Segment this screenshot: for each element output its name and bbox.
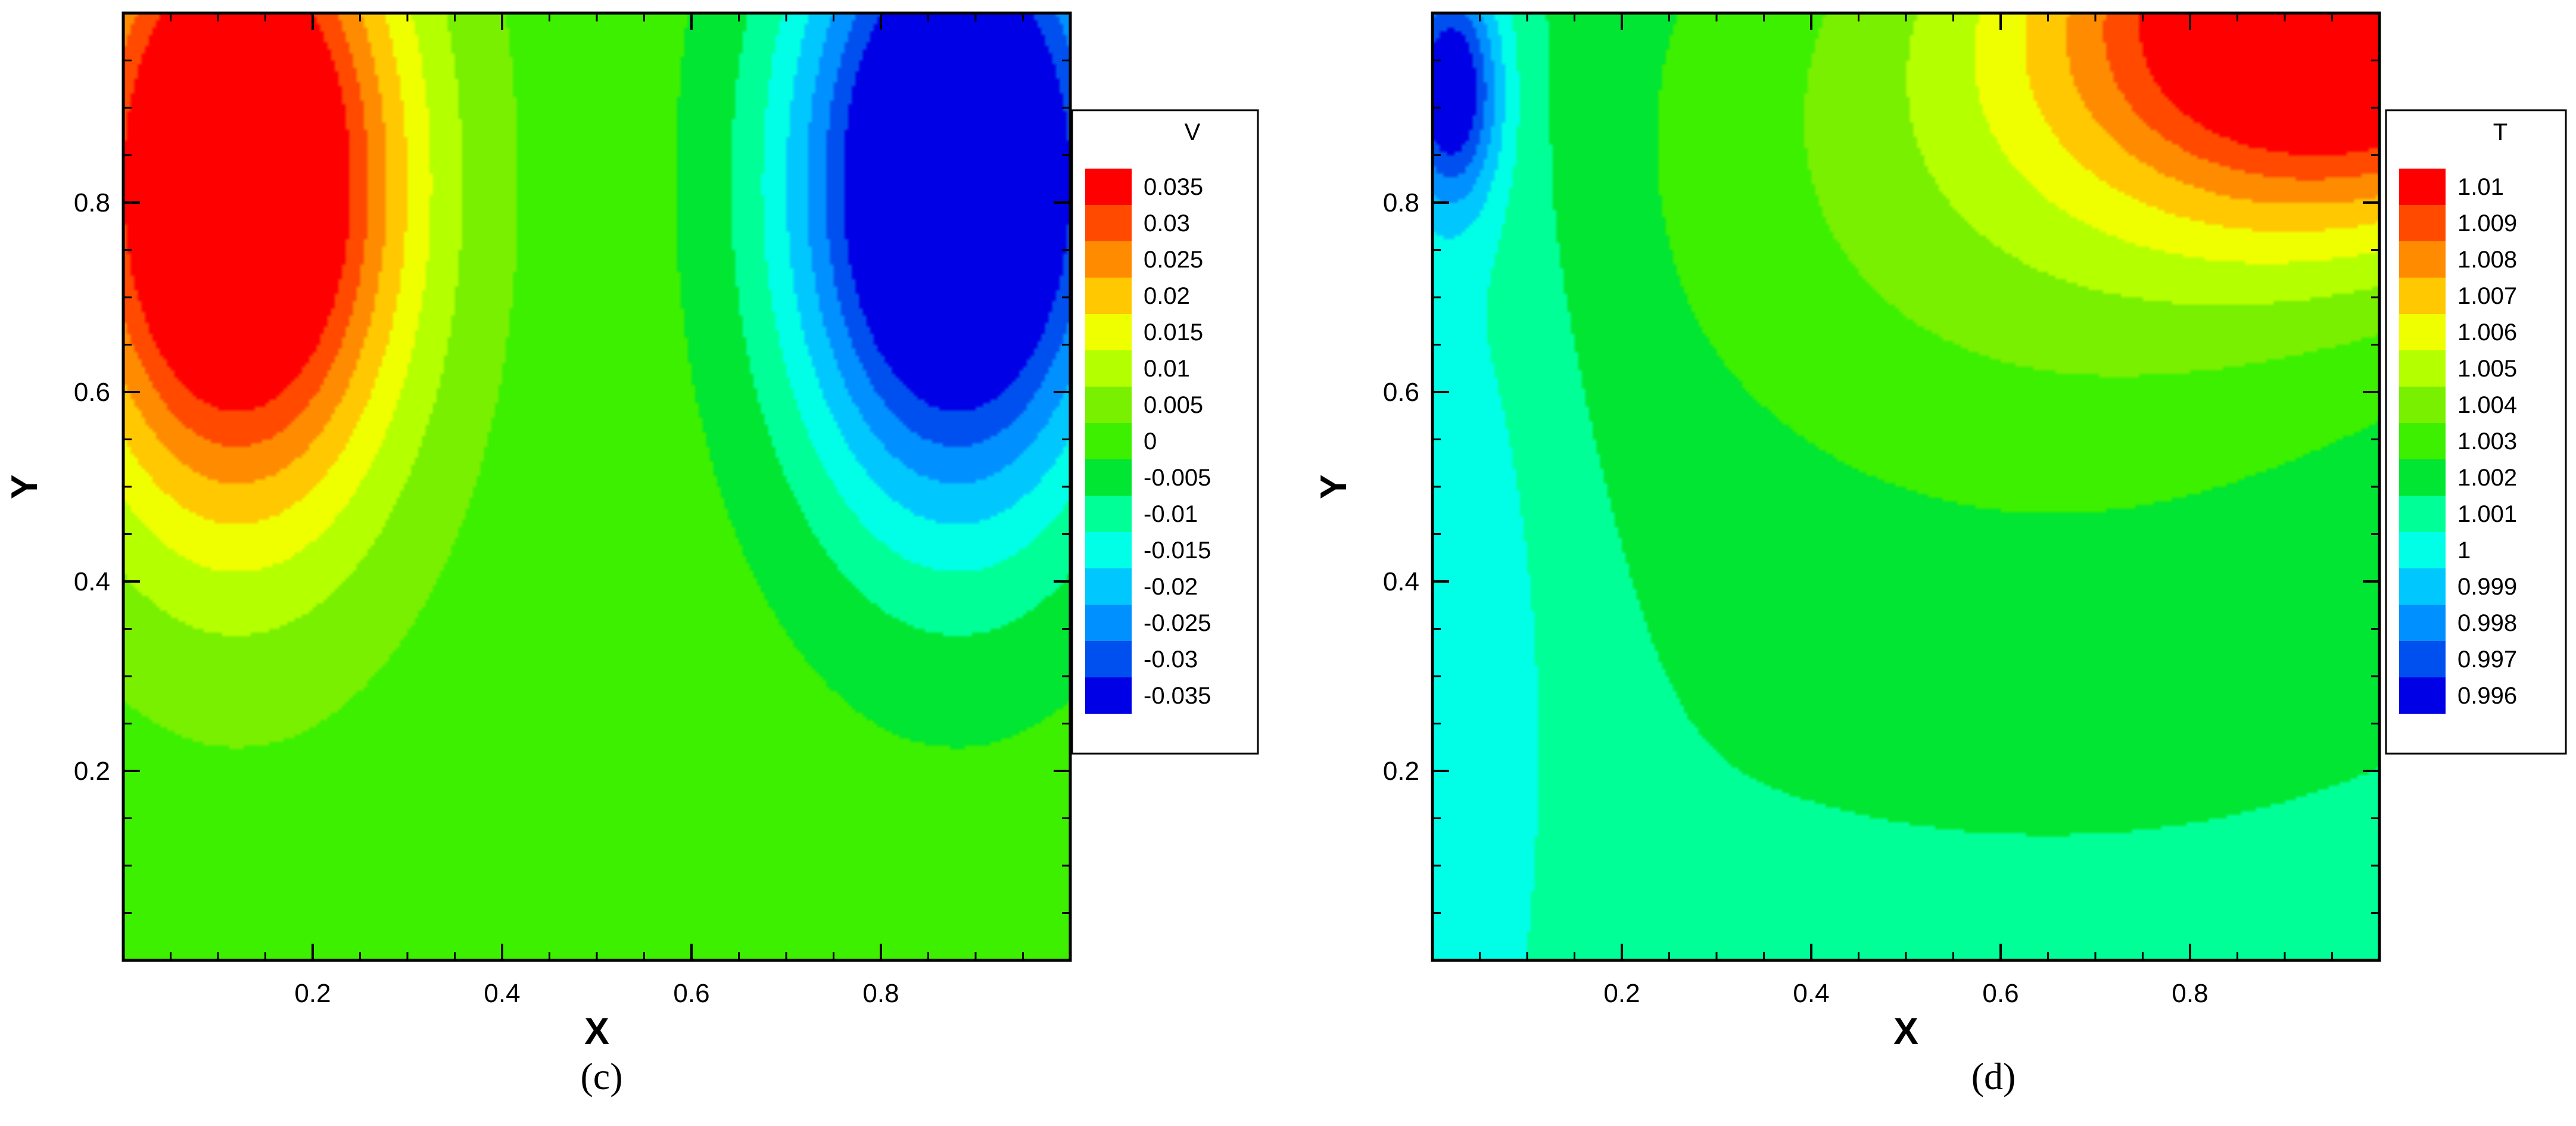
legend-label: -0.01 — [1144, 501, 1198, 527]
legend-label: 0.998 — [2457, 610, 2517, 636]
legend-label: -0.015 — [1144, 537, 1211, 564]
legend-swatch — [2399, 641, 2446, 677]
legend-label: 0.03 — [1144, 210, 1190, 237]
y-tick-label: 0.6 — [1383, 378, 1419, 407]
legend-swatch — [1085, 241, 1132, 278]
legend-label: 1.005 — [2457, 356, 2517, 382]
contour-field — [1432, 13, 2379, 960]
legend-label: -0.02 — [1144, 574, 1198, 600]
y-axis-title: Y — [4, 474, 45, 499]
legend-label: 1.007 — [2457, 283, 2517, 309]
legend-swatch — [1085, 677, 1132, 714]
legend-swatch — [2399, 205, 2446, 241]
legend-swatch — [2399, 241, 2446, 278]
y-tick-label: 0.2 — [74, 757, 110, 786]
x-axis-title: X — [584, 1011, 609, 1052]
legend-swatch — [1085, 314, 1132, 350]
legend-swatch — [1085, 641, 1132, 677]
legend-label: -0.03 — [1144, 646, 1198, 673]
legend-label: 1.002 — [2457, 465, 2517, 491]
legend-label: 0.005 — [1144, 392, 1203, 418]
y-tick-label: 0.6 — [74, 378, 110, 407]
legend-swatch — [1085, 205, 1132, 241]
legend-swatch — [1085, 496, 1132, 532]
legend-swatch — [2399, 459, 2446, 496]
legend-title: T — [2493, 119, 2508, 145]
y-tick-label: 0.4 — [1383, 567, 1419, 596]
legend-swatch — [2399, 423, 2446, 459]
legend-label: 1.003 — [2457, 428, 2517, 455]
legend-title: V — [1185, 119, 1201, 145]
x-tick-label: 0.4 — [484, 979, 520, 1008]
legend-swatch — [1085, 568, 1132, 605]
legend-swatch — [2399, 496, 2446, 532]
legend-swatch — [1085, 459, 1132, 496]
legend-swatch — [2399, 568, 2446, 605]
panel-caption: (c) — [580, 1055, 623, 1097]
legend-swatch — [2399, 532, 2446, 568]
y-tick-label: 0.4 — [74, 567, 110, 596]
legend-label: 0.025 — [1144, 247, 1203, 273]
panel-d: 0.2 0.4 0.6 0.8 0.2 0.4 0.6 0.8 X Y T 1.01 1.009 1.00… — [1288, 0, 2576, 1126]
x-tick-label: 0.8 — [2172, 979, 2208, 1008]
legend-label: 0.999 — [2457, 574, 2517, 600]
legend-swatch — [2399, 387, 2446, 423]
x-tick-label: 0.2 — [1603, 979, 1640, 1008]
legend-label: 0 — [1144, 428, 1157, 455]
legend-label: 1 — [2457, 537, 2471, 564]
y-tick-label: 0.8 — [1383, 188, 1419, 217]
legend-swatch — [1085, 169, 1132, 205]
legend-label: 1.009 — [2457, 210, 2517, 237]
x-tick-label: 0.6 — [1982, 979, 2019, 1008]
legend-swatch — [2399, 314, 2446, 350]
legend-label: 1.008 — [2457, 247, 2517, 273]
legend-label: 0.015 — [1144, 319, 1203, 346]
legend-label: -0.005 — [1144, 465, 1211, 491]
legend-label: 0.02 — [1144, 283, 1190, 309]
panel-c: 0.2 0.4 0.6 0.8 0.2 0.4 0.6 0.8 X Y V 0.035 0.03 0.02… — [4, 11, 1259, 1097]
legend-swatch — [2399, 677, 2446, 714]
contour-field — [123, 13, 1070, 960]
legend-label: 1.006 — [2457, 319, 2517, 346]
legend-swatch — [2399, 605, 2446, 641]
legend-label: -0.025 — [1144, 610, 1211, 636]
x-tick-label: 0.4 — [1793, 979, 1829, 1008]
legend-label: 1.001 — [2457, 501, 2517, 527]
contour-chart-v: 0.2 0.4 0.6 0.8 0.2 0.4 0.6 0.8 X Y V 0.035 0.03 0.02… — [4, 11, 1259, 1052]
legend-swatch — [2399, 169, 2446, 205]
legend-label: -0.035 — [1144, 683, 1211, 709]
x-tick-label: 0.6 — [673, 979, 709, 1008]
legend-label: 0.996 — [2457, 683, 2517, 709]
legend-label: 1.01 — [2457, 174, 2504, 200]
contour-chart-t: 0.2 0.4 0.6 0.8 0.2 0.4 0.6 0.8 X Y T 1.01 1.009 1.00… — [1313, 11, 2567, 1052]
legend-swatch — [1085, 605, 1132, 641]
legend-label: 0.035 — [1144, 174, 1203, 200]
y-tick-label: 0.2 — [1383, 757, 1419, 786]
panel-caption: (d) — [1971, 1055, 2016, 1097]
legend-label: 0.997 — [2457, 646, 2517, 673]
legend-swatch — [1085, 532, 1132, 568]
legend-swatch — [2399, 350, 2446, 387]
legend-swatch — [2399, 278, 2446, 314]
legend-label: 0.01 — [1144, 356, 1190, 382]
y-axis-title: Y — [1313, 474, 1354, 499]
x-axis-title: X — [1893, 1011, 1918, 1052]
legend-swatch — [1085, 350, 1132, 387]
legend-swatch — [1085, 423, 1132, 459]
y-tick-label: 0.8 — [74, 188, 110, 217]
legend-swatch — [1085, 278, 1132, 314]
legend-label: 1.004 — [2457, 392, 2517, 418]
x-tick-label: 0.8 — [862, 979, 899, 1008]
legend-swatch — [1085, 387, 1132, 423]
x-tick-label: 0.2 — [294, 979, 331, 1008]
